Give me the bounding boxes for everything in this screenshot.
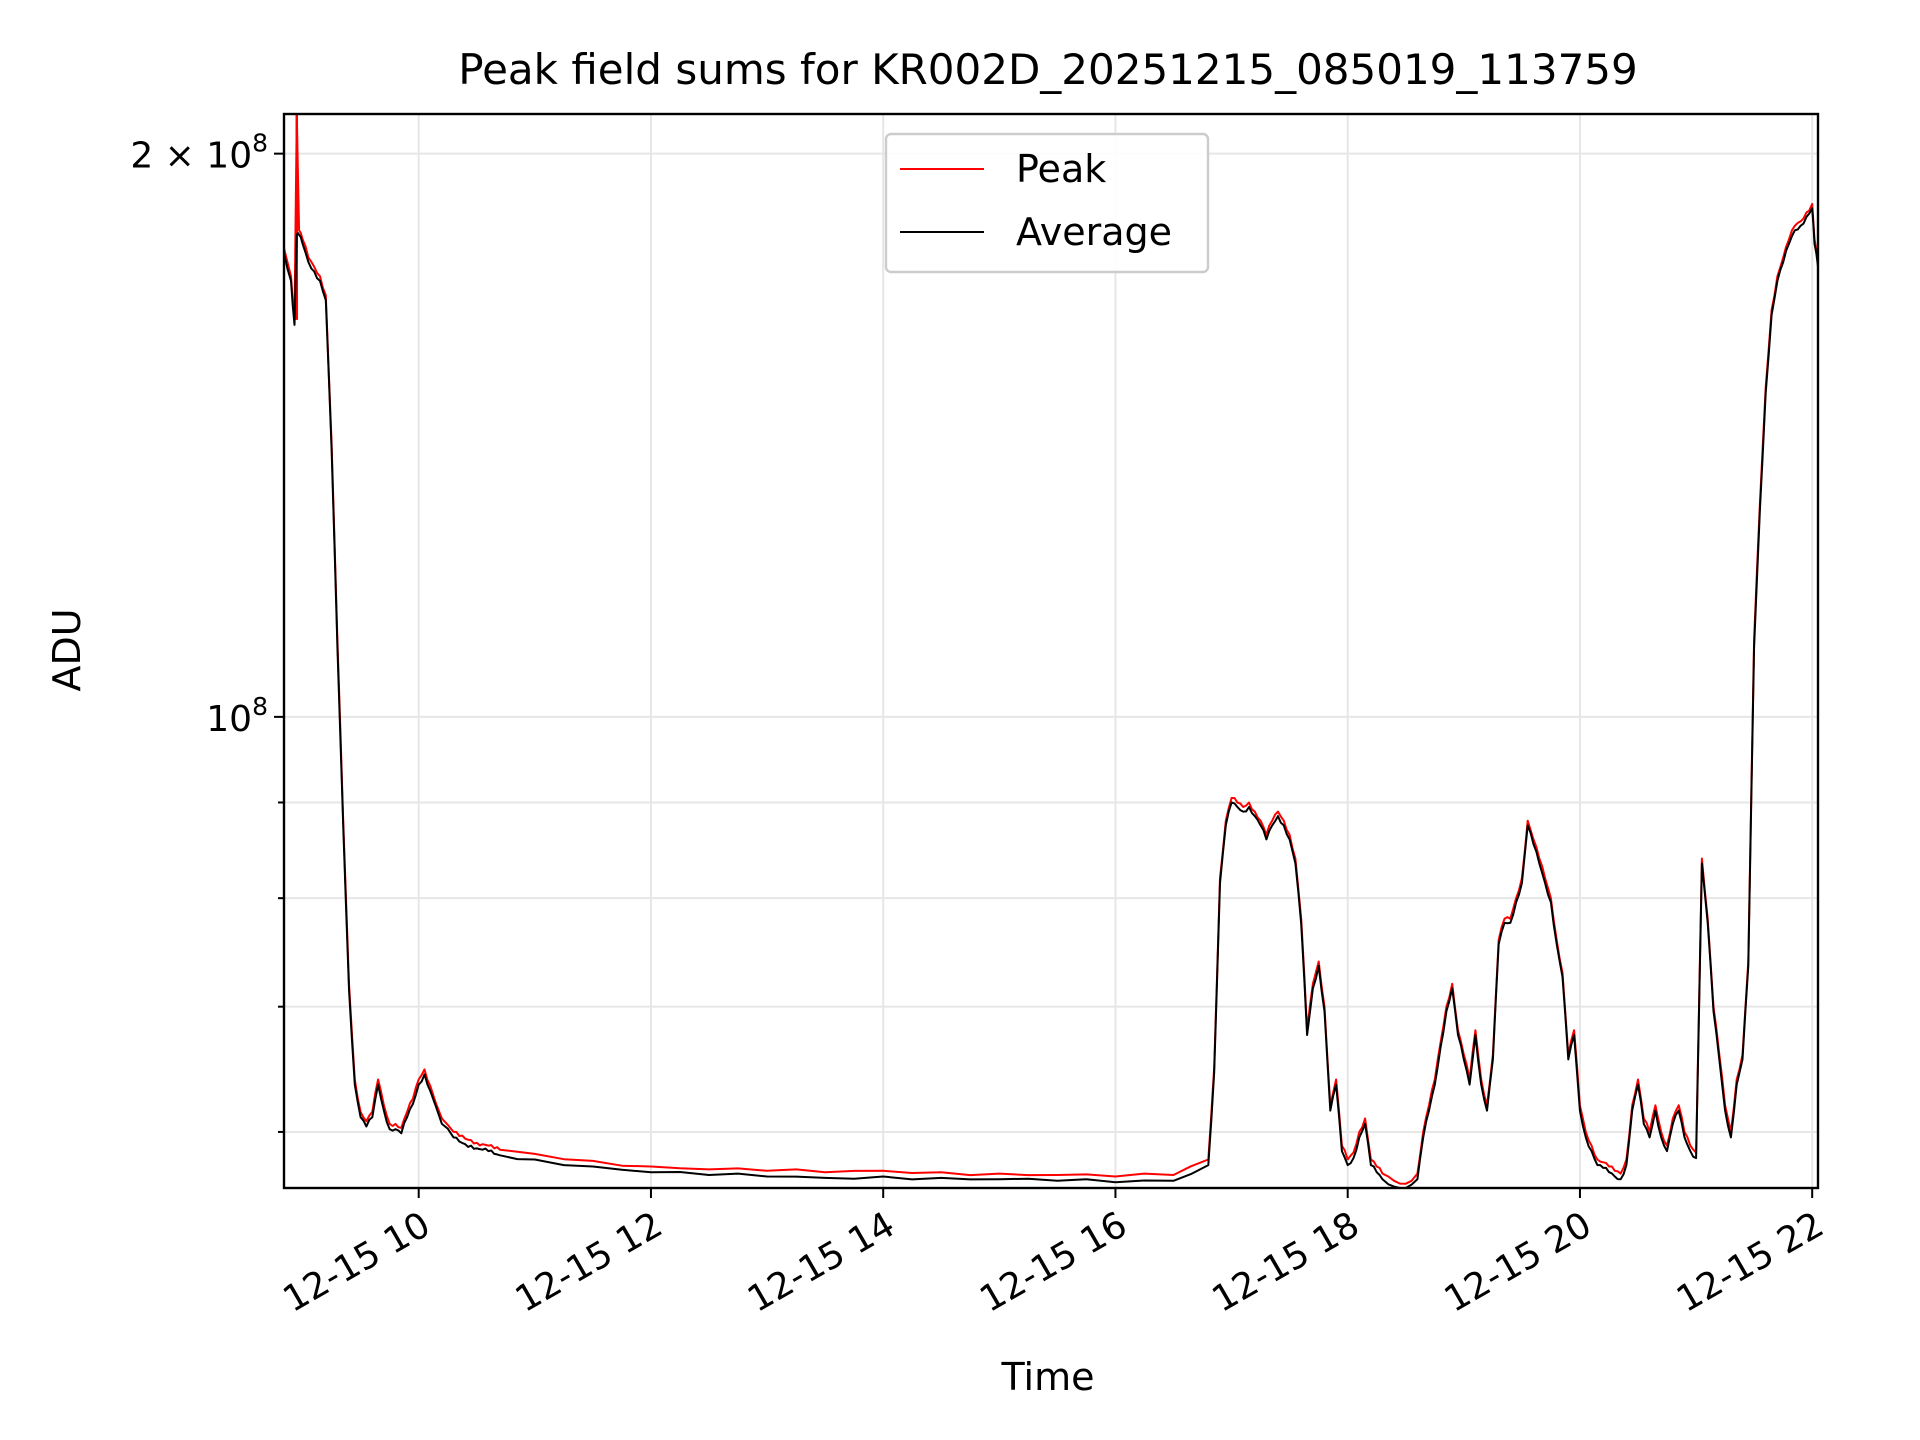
grid bbox=[284, 114, 1818, 1188]
y-tick-label-exponent: 8 bbox=[252, 129, 268, 158]
series-line-average bbox=[284, 207, 1818, 1188]
y-axis-label: ADU bbox=[45, 608, 89, 691]
y-tick-label-base: 10 bbox=[206, 699, 252, 740]
legend: Peak Average bbox=[884, 132, 1210, 274]
legend-peak-label: Peak bbox=[1016, 147, 1106, 191]
legend-average-label: Average bbox=[1016, 210, 1172, 254]
y-tick-label: 108 bbox=[206, 692, 268, 740]
x-axis-label: Time bbox=[1001, 1355, 1095, 1399]
y-tick-label-base: 2 × 10 bbox=[130, 136, 252, 177]
series-layer bbox=[284, 114, 1818, 1188]
plot-frame bbox=[282, 112, 1820, 1190]
y-tick-label-exponent: 8 bbox=[252, 692, 268, 721]
y-tick-label: 2 × 108 bbox=[130, 129, 268, 177]
series-line-peak bbox=[284, 114, 1818, 1185]
chart-title: Peak field sums for KR002D_20251215_0850… bbox=[458, 45, 1637, 94]
